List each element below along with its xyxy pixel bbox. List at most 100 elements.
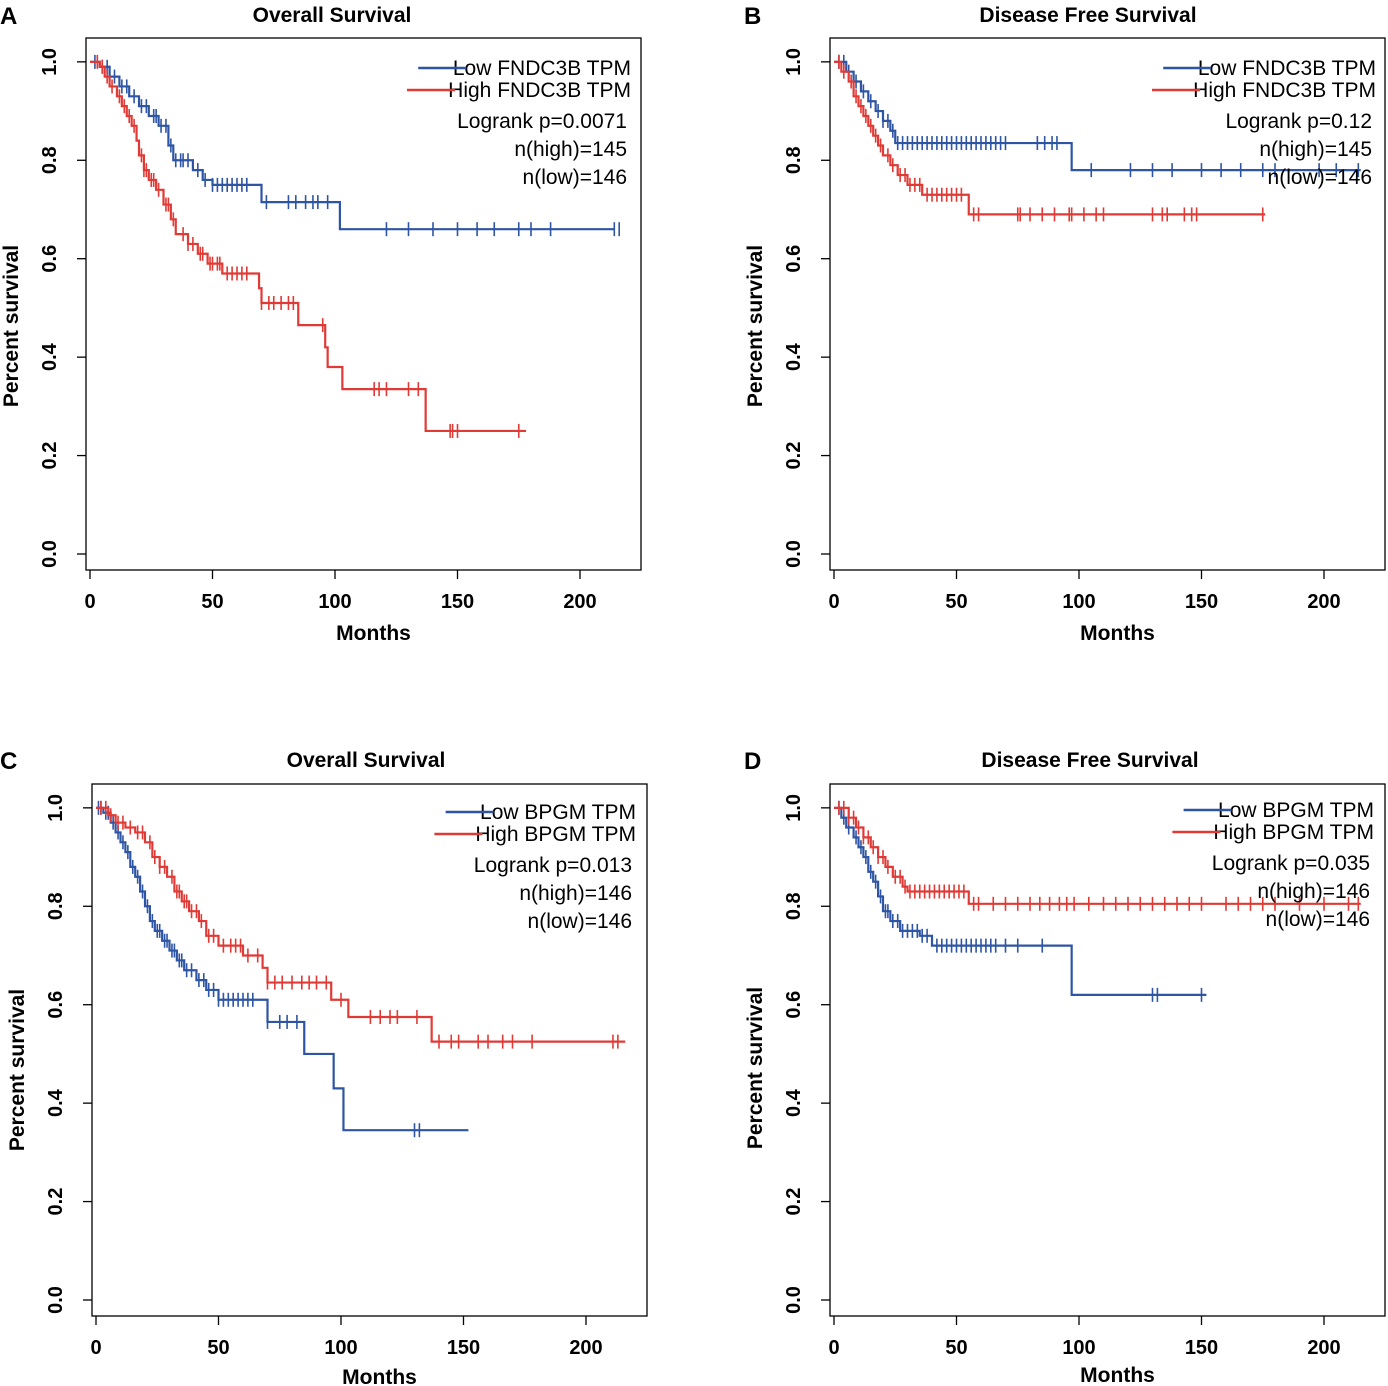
panel-letter: B — [744, 3, 761, 30]
x-tick-label: 50 — [201, 591, 223, 613]
legend-label: High FNDC3B TPM — [1193, 79, 1376, 102]
survival-curve — [96, 806, 626, 1043]
series-high — [834, 54, 1266, 222]
y-axis-title: Percent survival — [744, 987, 767, 1149]
y-axis-title: Percent survival — [6, 989, 29, 1151]
plot-title: Disease Free Survival — [979, 4, 1196, 27]
stats: Logrank p=0.0071 n(high)=145 n(low)=146 — [457, 110, 627, 189]
series-high — [96, 800, 626, 1049]
y-tick-label: 0.0 — [45, 1286, 67, 1314]
x-tick-label: 100 — [324, 1337, 357, 1359]
y-axis-title: Percent survival — [744, 245, 767, 407]
x-axis-title: Months — [342, 1366, 417, 1386]
y-tick-label: 0.8 — [39, 146, 61, 174]
y-tick-label: 0.2 — [783, 1188, 805, 1216]
survival-curve — [90, 60, 615, 231]
y-tick-label: 0.4 — [45, 1088, 67, 1117]
x-tick-label: 0 — [828, 591, 839, 613]
stats: Logrank p=0.12 n(high)=145 n(low)=146 — [1225, 110, 1372, 189]
y-tick-label: 0.4 — [783, 1088, 805, 1117]
panels: A Overall Survival 0 50 100 150 200 0.0 0.2 0.4 0.… — [0, 3, 1386, 1386]
y-tick-label: 0.8 — [783, 146, 805, 174]
x-tick-label: 150 — [1185, 1337, 1218, 1359]
plot-title: Disease Free Survival — [981, 749, 1198, 772]
y-tick-label: 0.0 — [39, 540, 61, 568]
legend-label: Low BPGM TPM — [1218, 799, 1374, 822]
x-tick-label: 100 — [1062, 1337, 1095, 1359]
survival-curve — [834, 806, 1361, 905]
panel-a: A Overall Survival 0 50 100 150 200 0.0 0.2 0.4 0.… — [0, 3, 642, 645]
legend-label: High BPGM TPM — [475, 823, 636, 846]
y-tick-label: 1.0 — [39, 48, 61, 76]
x-tick-label: 0 — [84, 591, 95, 613]
y-tick-label: 0.4 — [39, 342, 61, 371]
stats: Logrank p=0.013 n(high)=146 n(low)=146 — [474, 854, 632, 933]
survival-curve — [96, 806, 469, 1132]
x-tick-label: 0 — [828, 1337, 839, 1359]
y-tick-label: 0.2 — [783, 442, 805, 470]
series-high — [834, 800, 1361, 911]
y-tick-label: 0.2 — [39, 442, 61, 470]
stat-line: n(high)=145 — [1259, 138, 1372, 161]
y-tick-label: 1.0 — [783, 48, 805, 76]
plot-frame — [91, 783, 648, 1317]
survival-curve — [834, 806, 1207, 996]
legend-label: Low FNDC3B TPM — [453, 57, 631, 80]
x-tick-label: 150 — [447, 1337, 480, 1359]
stat-line: n(low)=146 — [523, 166, 627, 189]
stat-line: n(high)=145 — [514, 138, 627, 161]
panel-c: C Overall Survival 0 50 100 150 200 0.0 0.2 0.4 0.… — [0, 748, 648, 1386]
x-tick-label: 150 — [441, 591, 474, 613]
legend-label: Low BPGM TPM — [480, 801, 636, 824]
y-tick-label: 0.0 — [783, 540, 805, 568]
y-tick-label: 0.6 — [39, 245, 61, 273]
panel-letter: D — [744, 748, 761, 775]
y-tick-label: 0.4 — [783, 342, 805, 371]
y-axis-title: Percent survival — [0, 245, 23, 407]
stat-line: n(low)=146 — [528, 910, 632, 933]
panel-b: B Disease Free Survival 0 50 100 150 200 0.0 0.2… — [744, 3, 1386, 645]
x-tick-label: 200 — [563, 591, 596, 613]
y-tick-label: 0.6 — [45, 991, 67, 1019]
y-tick-label: 1.0 — [783, 794, 805, 822]
stat-line: n(high)=146 — [519, 882, 632, 905]
stat-line: Logrank p=0.12 — [1225, 110, 1372, 133]
stat-line: n(low)=146 — [1268, 166, 1372, 189]
x-tick-label: 200 — [1307, 591, 1340, 613]
x-axis-title: Months — [336, 622, 411, 645]
survival-curve — [90, 60, 527, 433]
series-low — [834, 800, 1207, 1002]
x-axis-title: Months — [1080, 622, 1155, 645]
x-tick-label: 150 — [1185, 591, 1218, 613]
y-tick-label: 0.8 — [45, 892, 67, 920]
survival-curve — [834, 60, 1361, 172]
legend-label: High FNDC3B TPM — [448, 79, 631, 102]
plot-frame — [85, 37, 642, 571]
y-tick-label: 0.0 — [783, 1286, 805, 1314]
plot-frame — [829, 783, 1386, 1317]
stat-line: Logrank p=0.0071 — [457, 110, 627, 133]
stat-line: Logrank p=0.013 — [474, 854, 632, 877]
legend-label: High BPGM TPM — [1213, 821, 1374, 844]
stat-line: Logrank p=0.035 — [1212, 852, 1370, 875]
x-tick-label: 100 — [318, 591, 351, 613]
x-tick-label: 50 — [945, 591, 967, 613]
plot-title: Overall Survival — [253, 4, 412, 27]
stat-line: n(low)=146 — [1266, 908, 1370, 931]
panel-d: D Disease Free Survival 0 50 100 150 200 0.0 0.2… — [744, 748, 1386, 1386]
plot-title: Overall Survival — [287, 749, 446, 772]
x-tick-label: 50 — [207, 1337, 229, 1359]
y-tick-label: 0.6 — [783, 245, 805, 273]
series-low — [96, 800, 469, 1138]
y-tick-label: 1.0 — [45, 794, 67, 822]
x-axis-title: Months — [1080, 1364, 1155, 1386]
stats: Logrank p=0.035 n(high)=146 n(low)=146 — [1212, 852, 1370, 931]
series-high — [90, 54, 527, 438]
x-tick-label: 50 — [945, 1337, 967, 1359]
legend-label: Low FNDC3B TPM — [1198, 57, 1376, 80]
